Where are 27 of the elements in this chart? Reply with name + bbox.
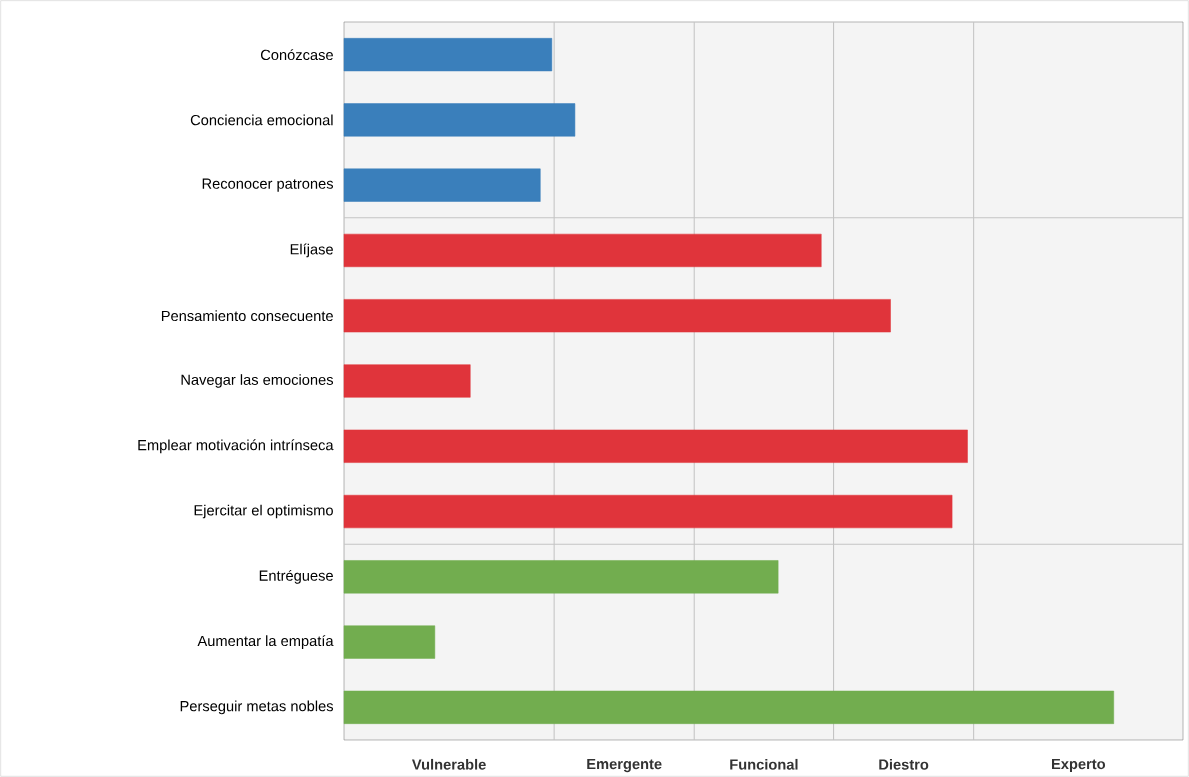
y-tick-label: Navegar las emociones [181,374,334,388]
bar [343,690,1114,724]
text: Emergente [587,758,662,773]
y-tick-label: Perseguir metas nobles [180,700,334,715]
text: Experto [1052,758,1106,773]
text: Funcional [730,758,798,770]
bar [343,364,471,398]
text: Diestro [879,758,929,770]
y-tick-label: Conózcase [260,49,333,61]
bar [343,168,541,202]
bar [343,560,779,594]
bar [343,103,576,137]
y-tick-label: Emplear motivación intrínseca [138,439,334,454]
y-tick-label: Ejercitar el optimismo [194,504,333,519]
bar [343,429,968,463]
y-tick-label: Elíjase [290,243,333,258]
y-tick-label: Reconocer patrones [202,178,334,192]
y-tick-label: Aumentar la empatía [197,635,334,649]
text: Vulnerable [411,758,486,770]
bar [343,299,891,333]
bar [343,494,953,529]
bar [343,38,553,72]
y-tick-label: Entréguese [259,569,333,584]
bar [343,233,822,268]
y-tick-label: Conciencia emocional [190,114,333,126]
y-tick-label: Pensamiento consecuente [161,310,333,322]
bar [343,625,436,659]
